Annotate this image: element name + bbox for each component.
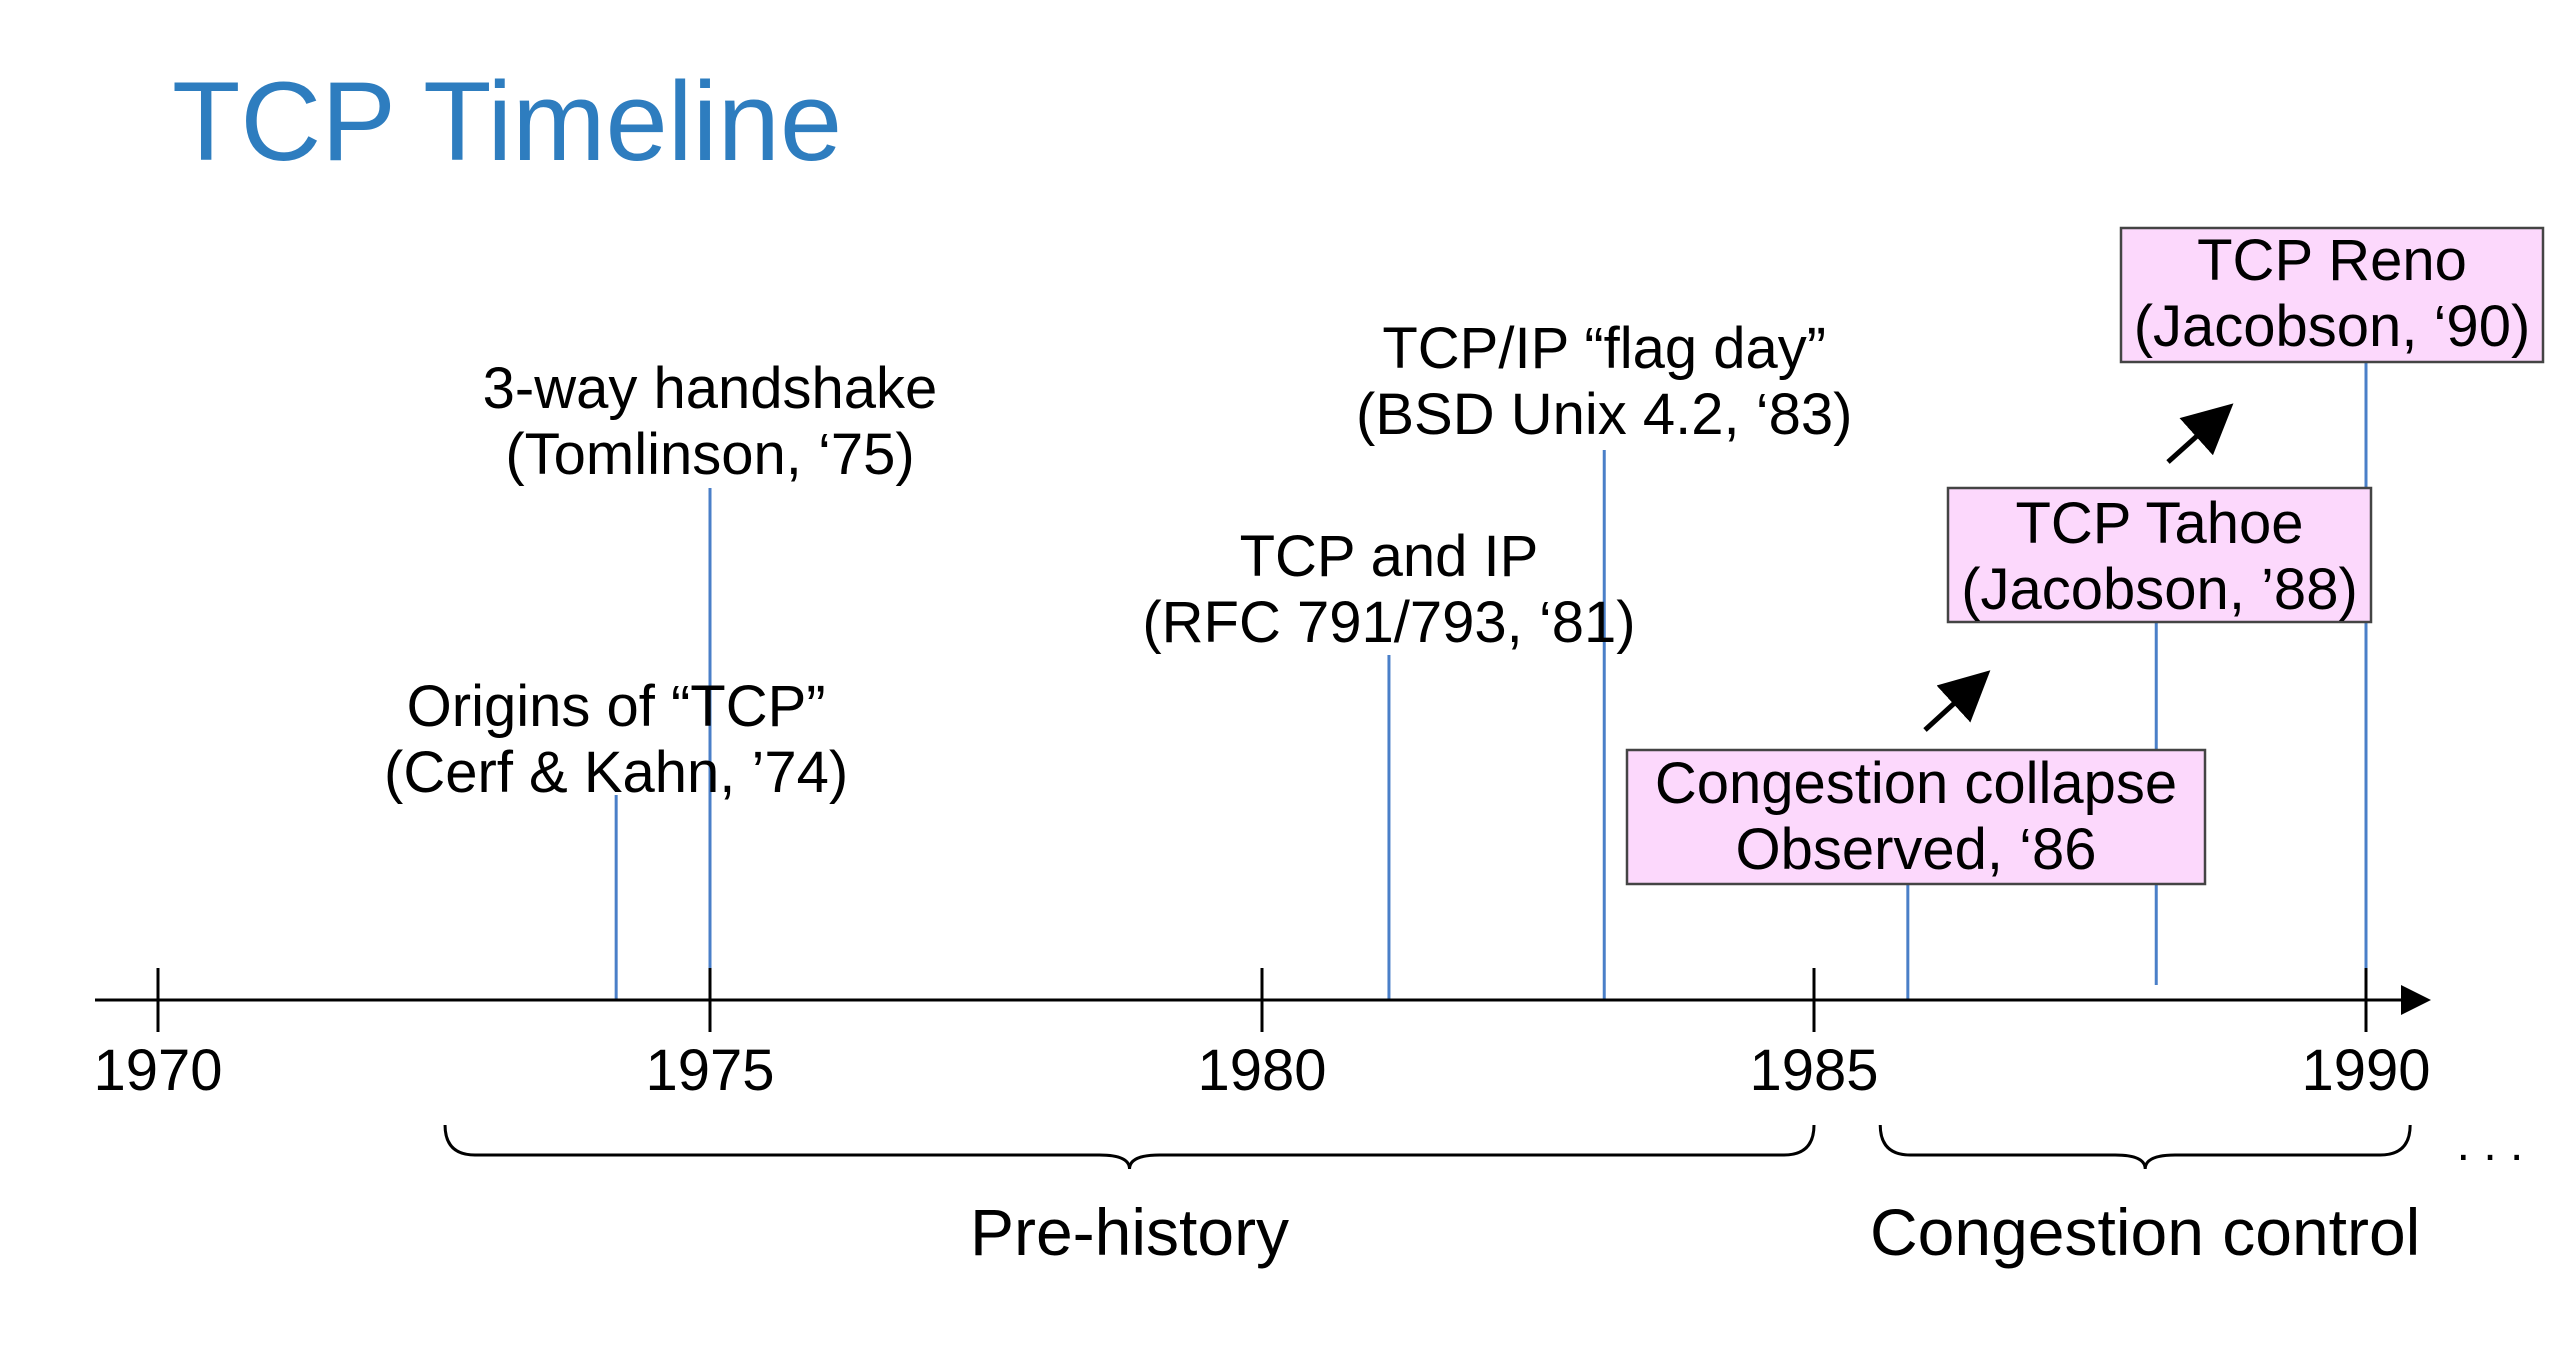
event-title: Congestion collapse <box>1655 751 2177 816</box>
event-citation: (RFC 791/793, ‘81) <box>1142 590 1635 655</box>
tick-label-1970: 1970 <box>93 1038 222 1103</box>
arrow-collapse-to-tahoe <box>1923 670 1991 732</box>
period-label: Pre-history <box>970 1195 1289 1269</box>
period-label: Congestion control <box>1870 1195 2420 1269</box>
event-citation: (Jacobson, ‘90) <box>2134 294 2531 359</box>
event-citation: (Cerf & Kahn, ’74) <box>384 740 848 805</box>
timeline-axis: 1970 1975 1980 1985 1990 . . . <box>93 968 2523 1171</box>
event-labels: Origins of “TCP”(Cerf & Kahn, ’74) 3-way … <box>384 226 2545 886</box>
axis-ellipsis: . . . <box>2457 1118 2524 1171</box>
progression-arrows <box>1923 403 2234 732</box>
event-title: TCP and IP <box>1240 524 1539 589</box>
page-title: TCP Timeline <box>172 59 843 184</box>
event-citation: (BSD Unix 4.2, ‘83) <box>1356 382 1852 447</box>
event-box <box>2119 226 2545 364</box>
period-braces: Pre-history Congestion control <box>443 1124 2420 1269</box>
tick-label-1990: 1990 <box>2301 1038 2430 1103</box>
axis-ticks: 1970 1975 1980 1985 1990 <box>93 968 2431 1103</box>
period-brace <box>443 1124 1816 1170</box>
event-title: TCP Tahoe <box>2015 491 2303 556</box>
event-title: Origins of “TCP” <box>407 674 826 739</box>
event-citation: (Tomlinson, ‘75) <box>505 422 914 487</box>
event-citation: (Jacobson, ’88) <box>1961 557 2358 622</box>
tick-label-1985: 1985 <box>1749 1038 1878 1103</box>
tick-label-1975: 1975 <box>645 1038 774 1103</box>
event-citation: Observed, ‘86 <box>1735 817 2096 882</box>
tick-label-1980: 1980 <box>1197 1038 1326 1103</box>
period-brace <box>1878 1124 2412 1170</box>
event-box <box>1625 748 2207 886</box>
arrow-tahoe-to-reno <box>2166 403 2234 464</box>
event-title: 3-way handshake <box>483 356 938 421</box>
event-box <box>1946 486 2373 624</box>
event-title: TCP Reno <box>2197 228 2467 293</box>
event-title: TCP/IP “flag day” <box>1382 316 1826 381</box>
